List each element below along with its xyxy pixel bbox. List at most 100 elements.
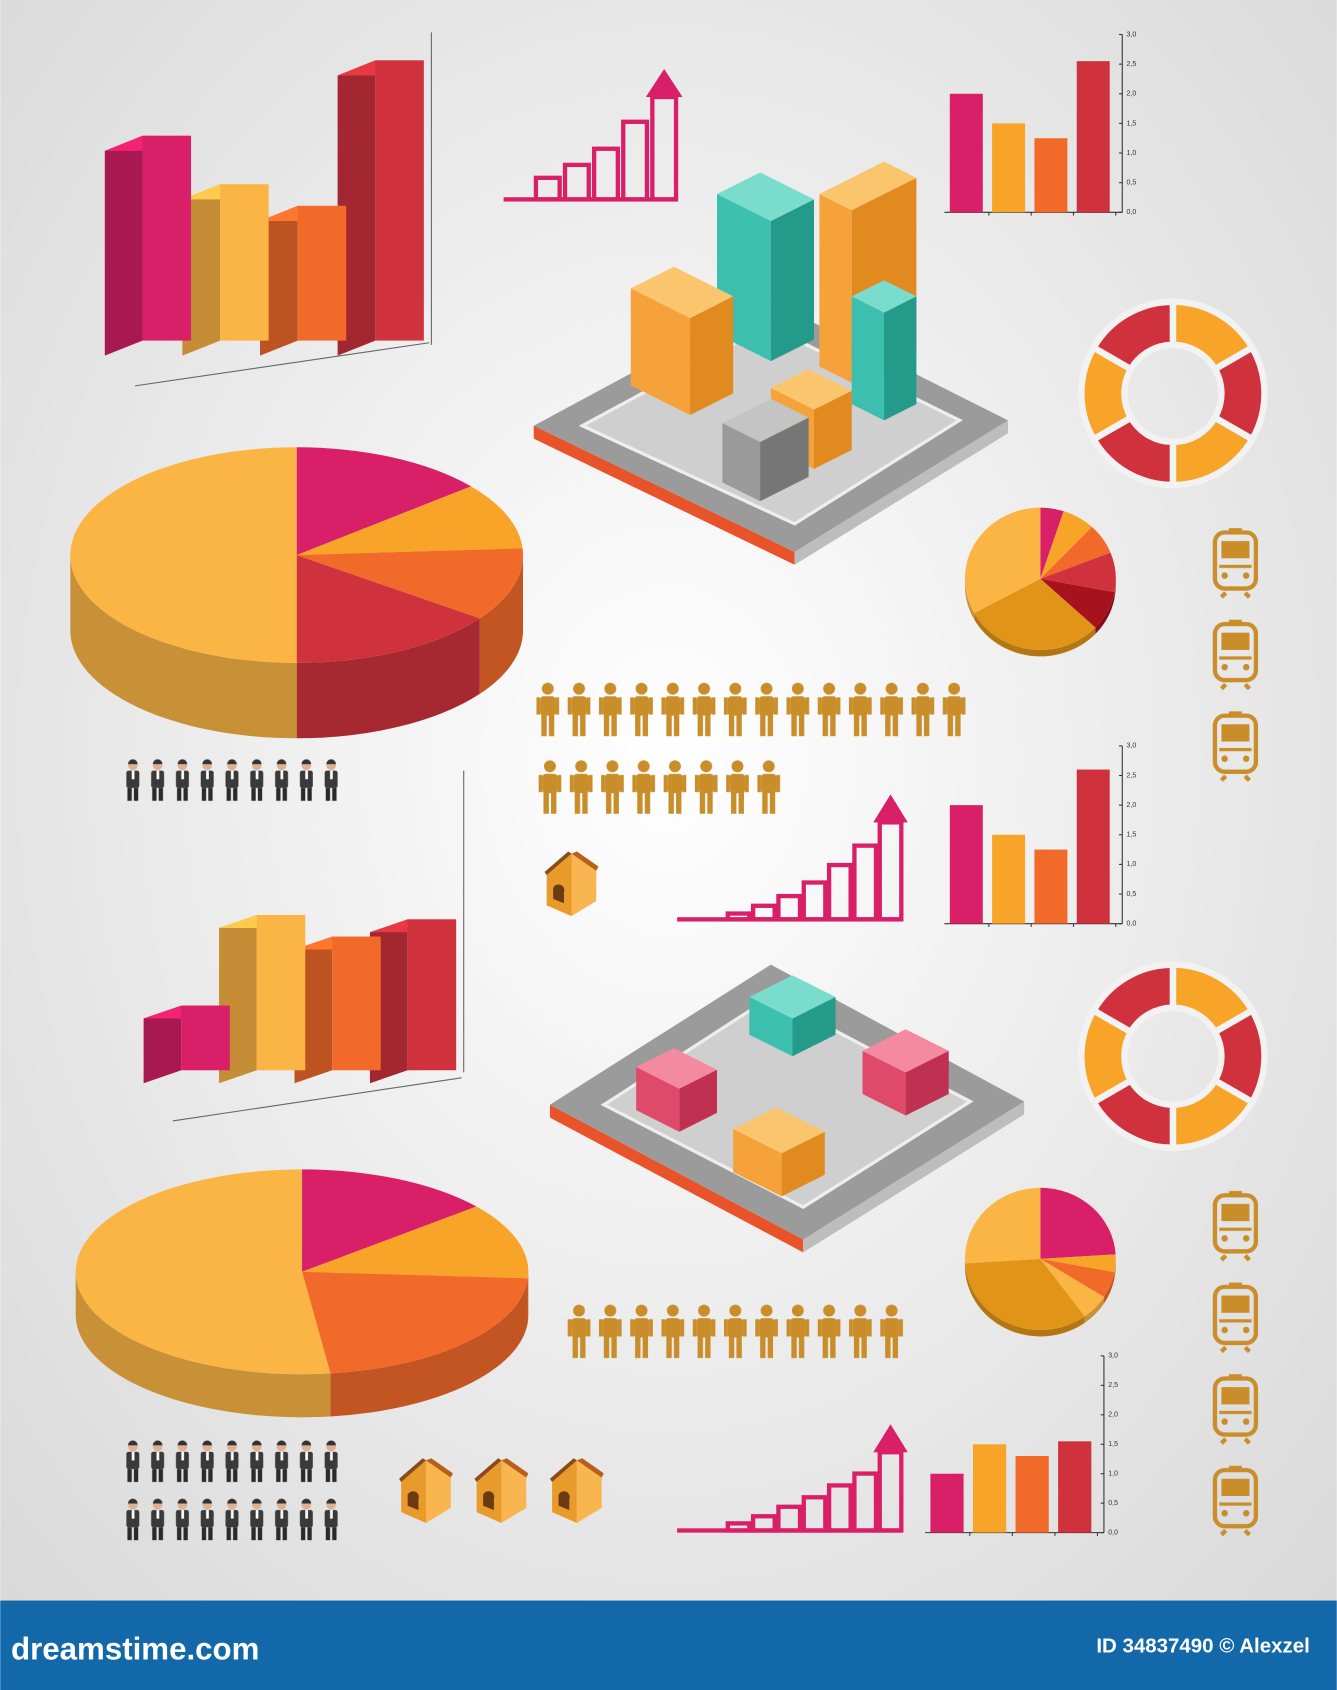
- axis-line: [134, 342, 430, 387]
- pie-slice: [1040, 526, 1111, 579]
- building-roof: [630, 266, 734, 318]
- bar: [220, 184, 269, 341]
- y-tick-label: 2,5: [1127, 772, 1137, 779]
- pie-slice: [1040, 1258, 1105, 1317]
- pie-chart: [70, 447, 523, 739]
- pie-slice: [1040, 1254, 1116, 1273]
- bar: [992, 834, 1026, 924]
- pie-slice: [1040, 552, 1116, 593]
- arrow-head: [873, 1424, 908, 1453]
- step-bar: [852, 1471, 879, 1533]
- building-roof: [851, 280, 917, 313]
- pie-slice: [296, 447, 472, 556]
- bar: [930, 1473, 964, 1533]
- bar3d-chart: [143, 770, 465, 1122]
- y-tick-label: 0,0: [1108, 1529, 1118, 1536]
- bar: [949, 93, 983, 213]
- y-tick-label: 3,0: [1127, 743, 1137, 750]
- bar: [1034, 138, 1068, 213]
- bar: [332, 936, 381, 1071]
- pie-slice-side: [1084, 1296, 1105, 1323]
- building-face: [905, 1050, 949, 1116]
- pie-slice: [302, 1169, 477, 1272]
- pie-slice: [296, 555, 480, 663]
- people-row: [538, 759, 789, 816]
- building-face: [679, 1069, 718, 1132]
- bar: [1015, 1456, 1049, 1533]
- y-tick-label: 1,0: [1108, 1471, 1118, 1478]
- businessmen-row: [123, 1439, 347, 1486]
- y-tick-label: 1,0: [1127, 150, 1137, 157]
- building-face: [630, 288, 691, 415]
- bar: [1076, 769, 1110, 924]
- building-face: [851, 296, 885, 421]
- pie-slice: [965, 1258, 1085, 1331]
- building-face: [770, 199, 815, 362]
- pie-chart: [964, 507, 1116, 657]
- building: [862, 1029, 949, 1116]
- y-tick-label: 0,0: [1127, 209, 1137, 216]
- bar: [407, 919, 457, 1071]
- building-roof: [717, 172, 815, 221]
- bar: [1034, 849, 1068, 924]
- building: [722, 398, 809, 502]
- buildings: [630, 161, 949, 1197]
- building-face: [760, 417, 809, 502]
- y-tick-label: 3,0: [1127, 31, 1137, 38]
- step-chart: [677, 794, 908, 922]
- pie-slice-side: [1114, 578, 1116, 599]
- axis-line: [172, 1077, 462, 1122]
- footer-bar: [0, 1600, 1337, 1690]
- pie-slice: [296, 486, 523, 556]
- step-bar: [591, 146, 620, 202]
- step-chart: [503, 68, 683, 202]
- step-bar: [750, 1514, 777, 1533]
- building: [749, 975, 836, 1057]
- bar-side: [337, 60, 376, 356]
- y-tick-label: 2,5: [1127, 61, 1137, 68]
- building-face: [884, 296, 917, 421]
- y-tick-label: 1,5: [1108, 1441, 1118, 1448]
- building-face: [814, 390, 852, 469]
- arrow-head: [873, 794, 908, 823]
- y-tick-label: 1,0: [1127, 861, 1137, 868]
- bar-side: [182, 184, 221, 356]
- building-face: [792, 996, 836, 1057]
- y-tick-label: 0,0: [1127, 921, 1137, 928]
- donut-chart: [1078, 298, 1268, 489]
- building-face: [749, 996, 793, 1057]
- donut-segment: [1089, 961, 1177, 1037]
- y-tick-label: 0,5: [1108, 1500, 1118, 1507]
- pie-slice-side: [1114, 1258, 1116, 1279]
- pie-slice-side: [70, 555, 297, 739]
- pie-slice-side: [965, 1263, 1085, 1337]
- pie-slice-side: [964, 578, 975, 620]
- image-credit: ID 34837490 © Alexzel: [1096, 1634, 1309, 1657]
- step-bar: [826, 862, 853, 922]
- building: [630, 266, 734, 415]
- bar-side: [143, 1005, 182, 1084]
- bar: [1076, 61, 1110, 213]
- businessmen-row: [123, 758, 347, 805]
- pie-slice-side: [974, 613, 1096, 657]
- y-tick-label: 0,5: [1127, 891, 1137, 898]
- pie-slice-side: [479, 555, 523, 694]
- pie-slice-side: [75, 1271, 331, 1418]
- bar-chart: 0,0 0,5 1,0 1,5 2,0 2,5 3,0: [925, 1353, 1118, 1536]
- pie-slice: [1040, 507, 1064, 579]
- building-roof: [819, 161, 917, 211]
- building-roof: [862, 1029, 949, 1073]
- pie-slice: [1040, 578, 1115, 628]
- donut-chart: [1078, 961, 1268, 1152]
- pie-chart: [964, 1187, 1116, 1337]
- step-bar: [801, 880, 828, 922]
- bar: [972, 1444, 1007, 1533]
- pie-slice: [964, 1187, 1041, 1264]
- people-row: [567, 1304, 912, 1361]
- step-bar: [852, 843, 879, 922]
- pie-slice: [296, 548, 523, 619]
- bar: [256, 915, 306, 1071]
- y-tick-label: 2,0: [1108, 1412, 1118, 1419]
- building-face: [722, 423, 761, 502]
